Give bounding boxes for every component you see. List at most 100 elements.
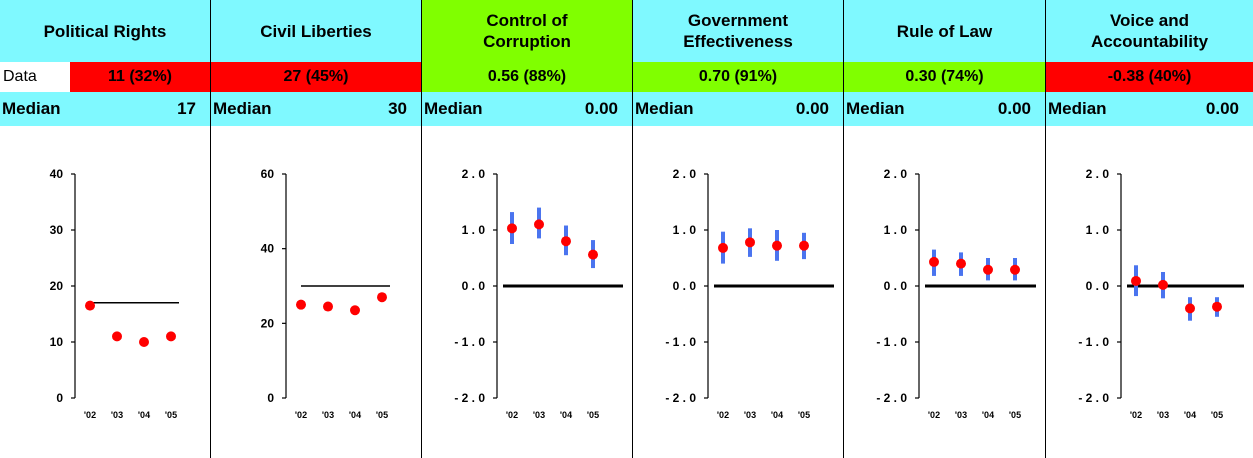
y-tick-label: 2 . 0 (673, 167, 697, 181)
median-value: 0.00 (1205, 99, 1239, 118)
data-row: 0.30 (74%) (844, 62, 1045, 92)
x-tick-label: '05 (798, 410, 810, 420)
median-label: Median (213, 99, 272, 118)
data-point (507, 223, 517, 234)
median-value: 0.00 (997, 99, 1031, 118)
y-tick-label: - 2 . 0 (454, 391, 485, 405)
data-value: -0.38 (40%) (1046, 62, 1253, 92)
data-point (350, 305, 360, 316)
x-tick-label: '03 (955, 410, 967, 420)
data-label: Data (0, 62, 62, 92)
data-point (377, 292, 387, 303)
data-point (139, 337, 149, 347)
median-row: Median 0.00 (1046, 92, 1253, 126)
data-point (1010, 264, 1020, 275)
median-value: 30 (388, 99, 407, 118)
x-tick-label: '02 (717, 410, 729, 420)
y-tick-label: 1 . 0 (673, 223, 697, 237)
mini-chart: - 2 . 0 - 1 . 0 0 . 0 1 . 0 2 . 0 '02 '03 '04 '0… (665, 167, 834, 420)
y-tick-label: 30 (50, 223, 64, 237)
data-value: 0.70 (91%) (633, 62, 843, 92)
x-tick-label: '03 (1157, 410, 1169, 420)
median-label: Median (1048, 99, 1107, 118)
y-tick-label: 1 . 0 (884, 223, 908, 237)
y-tick-label: 0 (56, 391, 63, 405)
y-tick-label: 2 . 0 (462, 167, 486, 181)
x-tick-label: '05 (1009, 410, 1021, 420)
indicator-panel: Political Rights Data 11 (32%) Median 17 0 10 2… (0, 0, 210, 458)
data-value: 0.30 (74%) (844, 62, 1045, 92)
x-tick-label: '02 (295, 410, 307, 420)
x-tick-label: '04 (982, 410, 994, 420)
data-value: 11 (32%) (70, 62, 210, 92)
median-value: 17 (177, 99, 196, 118)
y-tick-label: 10 (50, 335, 64, 349)
panel-title: Rule of Law (844, 0, 1045, 62)
median-row: Median 0.00 (422, 92, 632, 126)
panel-title: Civil Liberties (211, 0, 421, 62)
y-tick-label: 20 (50, 279, 64, 293)
median-value: 0.00 (584, 99, 618, 118)
data-point (166, 331, 176, 342)
data-point (718, 242, 728, 253)
y-tick-label: - 1 . 0 (454, 335, 485, 349)
median-value: 0.00 (795, 99, 829, 118)
y-tick-label: - 1 . 0 (665, 335, 696, 349)
indicator-panel: Civil Liberties 27 (45%) Median 30 0 20 40 60 '0… (210, 0, 421, 458)
mini-chart: - 2 . 0 - 1 . 0 0 . 0 1 . 0 2 . 0 '02 '03 '04 '0… (1078, 167, 1244, 420)
panel-title: Voice and Accountability (1046, 0, 1253, 62)
x-tick-label: '03 (111, 410, 123, 420)
data-point (956, 258, 966, 269)
y-tick-label: - 2 . 0 (1078, 391, 1109, 405)
mini-chart: - 2 . 0 - 1 . 0 0 . 0 1 . 0 2 . 0 '02 '03 '04 '0… (876, 167, 1036, 420)
y-tick-label: 2 . 0 (884, 167, 908, 181)
data-point (799, 240, 809, 251)
x-tick-label: '05 (165, 410, 177, 420)
x-tick-label: '04 (1184, 410, 1196, 420)
x-tick-label: '02 (1130, 410, 1142, 420)
median-row: Median 30 (211, 92, 421, 126)
y-tick-label: 0 . 0 (884, 279, 908, 293)
y-tick-label: 20 (261, 316, 275, 330)
y-tick-label: 1 . 0 (1086, 223, 1110, 237)
x-tick-label: '05 (587, 410, 599, 420)
x-tick-label: '04 (138, 410, 150, 420)
data-point (745, 237, 755, 248)
mini-chart: 0 20 40 60 '02 '03 '04 '05 (261, 167, 390, 420)
x-tick-label: '02 (928, 410, 940, 420)
data-point (983, 264, 993, 275)
y-tick-label: 1 . 0 (462, 223, 486, 237)
y-tick-label: - 2 . 0 (876, 391, 907, 405)
data-value: 0.56 (88%) (422, 62, 632, 92)
data-point (1185, 303, 1195, 314)
x-tick-label: '05 (376, 410, 388, 420)
data-point (1212, 301, 1222, 312)
y-tick-label: 0 . 0 (1086, 279, 1110, 293)
data-point (85, 300, 95, 311)
data-point (772, 240, 782, 251)
data-point (296, 299, 306, 310)
x-tick-label: '04 (560, 410, 572, 420)
indicator-panel: Rule of Law 0.30 (74%) Median 0.00- 2 . 0- … (843, 0, 1045, 458)
x-tick-label: '02 (84, 410, 96, 420)
mini-chart: 0 10 20 30 40 '02 '03 '04 '05 (50, 167, 179, 420)
indicator-panel: Government Effectiveness 0.70 (91%) Median… (632, 0, 843, 458)
median-row: Median 17 (0, 92, 210, 126)
y-tick-label: 60 (261, 167, 275, 181)
panel-title: Government Effectiveness (633, 0, 843, 62)
data-point (561, 236, 571, 247)
data-row: Data 11 (32%) (0, 62, 210, 92)
median-row: Median 0.00 (844, 92, 1045, 126)
median-label: Median (424, 99, 483, 118)
panel-title: Control of Corruption (422, 0, 632, 62)
y-tick-label: - 2 . 0 (665, 391, 696, 405)
x-tick-label: '04 (349, 410, 361, 420)
y-tick-label: 0 (267, 391, 274, 405)
y-tick-label: - 1 . 0 (876, 335, 907, 349)
data-point (534, 219, 544, 230)
y-tick-label: 0 . 0 (462, 279, 486, 293)
x-tick-label: '03 (744, 410, 756, 420)
panel-title: Political Rights (0, 0, 210, 62)
data-point (588, 249, 598, 260)
